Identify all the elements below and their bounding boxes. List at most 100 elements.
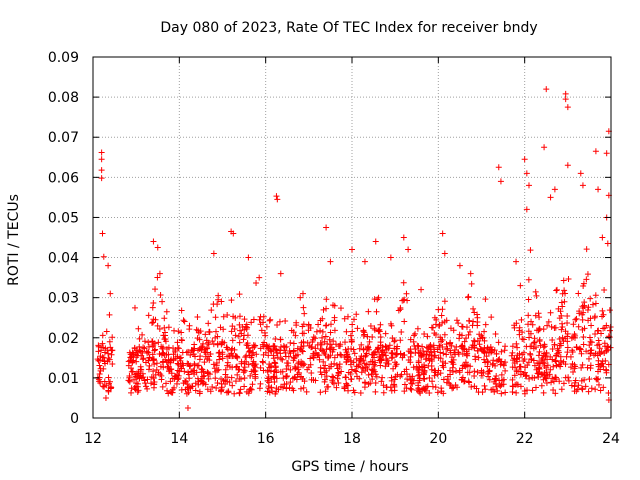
data-point [367,323,374,330]
data-point [552,358,559,365]
data-point [558,359,565,366]
data-point [105,374,112,381]
data-point [453,368,460,375]
data-point [547,194,554,201]
data-point [481,328,488,335]
data-point [599,307,606,314]
data-point [312,377,319,384]
data-point [172,355,179,362]
data-point [393,351,400,358]
data-point [372,359,379,366]
data-point [517,282,524,289]
data-point [245,361,252,368]
data-point [428,366,435,373]
data-point [529,321,536,328]
data-point [564,333,571,340]
data-point [595,381,602,388]
data-point [470,305,477,312]
x-tick-label: 14 [170,431,188,447]
data-point [449,359,456,366]
data-point [316,356,323,363]
data-point [564,319,571,326]
data-point [484,358,491,365]
data-point [352,367,359,374]
data-point [417,390,424,397]
data-point [252,373,259,380]
data-point [510,383,517,390]
data-point [149,320,156,327]
data-point [383,344,390,351]
data-point [156,270,163,277]
data-point [348,366,355,373]
data-point [365,344,372,351]
data-point [540,359,547,366]
data-point [560,277,567,284]
data-point [412,330,419,337]
data-point [210,361,217,368]
data-point [323,296,330,303]
data-point [314,352,321,359]
data-point [105,350,112,357]
data-point [419,386,426,393]
data-point [588,322,595,329]
data-point [353,311,360,318]
data-point [299,323,306,330]
data-point [579,361,586,368]
y-tick-label: 0.02 [48,331,79,347]
data-point [572,377,579,384]
data-point [212,328,219,335]
x-tick-label: 24 [602,431,620,447]
data-point [155,339,162,346]
data-point [230,352,237,359]
data-point [205,320,212,327]
data-point [343,328,350,335]
data-point [567,364,574,371]
data-point [228,374,235,381]
data-point [449,385,456,392]
data-point [215,292,222,299]
data-point [357,355,364,362]
data-point [157,292,164,299]
data-point [212,375,219,382]
data-point [497,383,504,390]
data-point [546,371,553,378]
data-point [195,381,202,388]
data-point [141,345,148,352]
data-point [385,360,392,367]
data-point [317,327,324,334]
data-point [364,345,371,352]
data-point [466,317,473,324]
data-point [588,385,595,392]
data-point [517,371,524,378]
data-point [439,362,446,369]
data-point [484,370,491,377]
data-point [463,351,470,358]
data-point [429,383,436,390]
data-point [575,323,582,330]
data-point [319,334,326,341]
data-point [125,377,132,384]
data-point [361,329,368,336]
data-point [521,356,528,363]
data-point [386,342,393,349]
data-point [264,367,271,374]
data-point [256,274,263,281]
data-point [202,346,209,353]
data-point [151,347,158,354]
data-point [228,328,235,335]
data-point [336,361,343,368]
data-point [432,331,439,338]
data-point [304,339,311,346]
data-point [418,351,425,358]
data-point [541,343,548,350]
data-point [186,375,193,382]
data-point [192,380,199,387]
data-point [416,369,423,376]
data-point [582,383,589,390]
data-point [523,170,530,177]
data-point [425,362,432,369]
data-point [426,343,433,350]
data-point [494,387,501,394]
data-point [497,361,504,368]
data-point [376,326,383,333]
